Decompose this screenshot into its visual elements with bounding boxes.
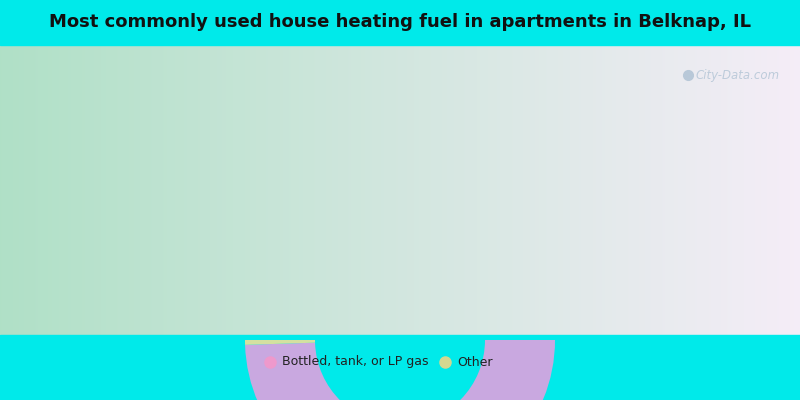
- Text: Most commonly used house heating fuel in apartments in Belknap, IL: Most commonly used house heating fuel in…: [49, 13, 751, 31]
- Wedge shape: [245, 340, 315, 345]
- Bar: [0, 0, 800, 45]
- Text: City-Data.com: City-Data.com: [695, 68, 779, 82]
- Text: Other: Other: [457, 356, 493, 368]
- Text: Bottled, tank, or LP gas: Bottled, tank, or LP gas: [282, 356, 429, 368]
- Bar: [0, 335, 800, 400]
- Wedge shape: [245, 340, 555, 400]
